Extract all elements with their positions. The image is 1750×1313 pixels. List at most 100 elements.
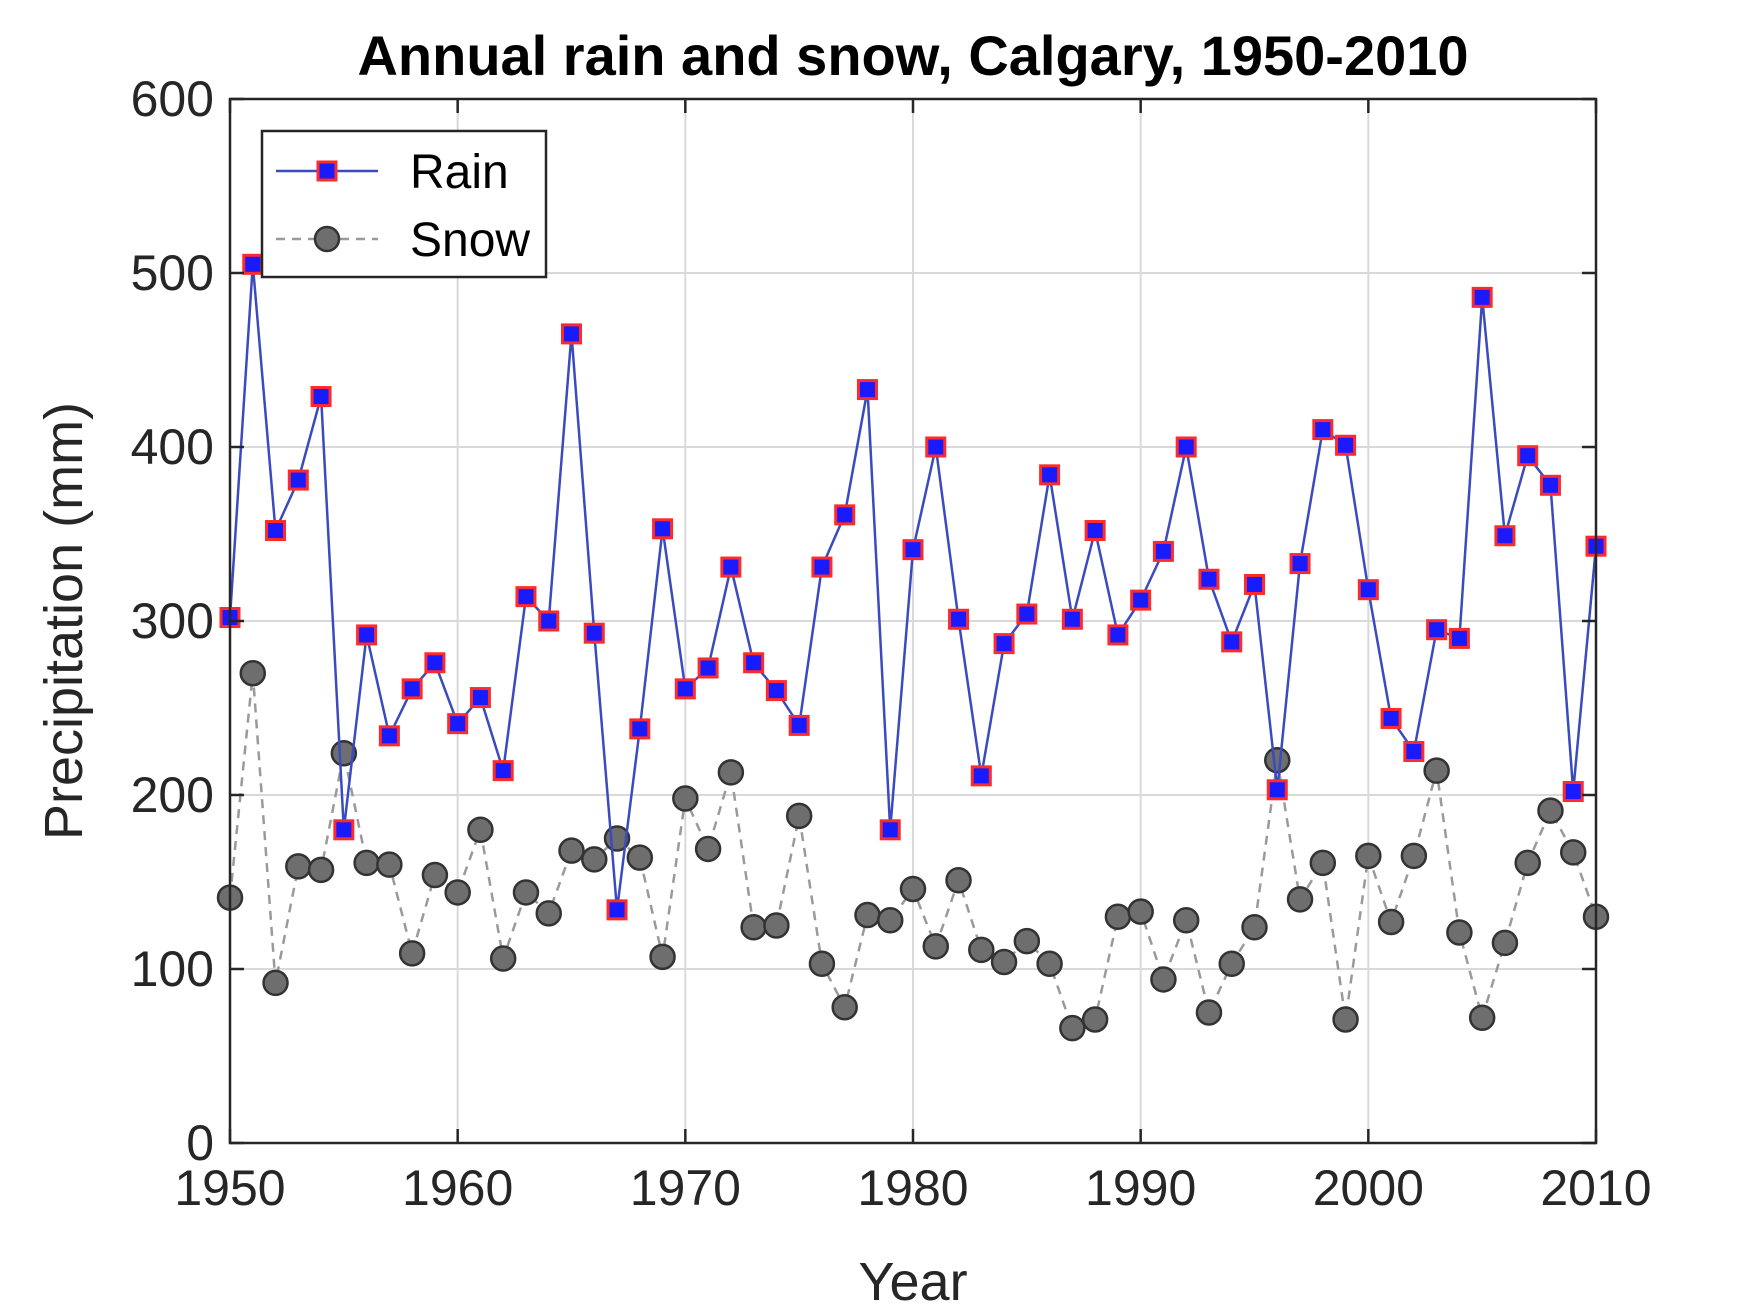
y-tick-label: 300 xyxy=(131,593,214,649)
data-point-rain xyxy=(1403,741,1425,762)
data-point-rain xyxy=(788,714,810,736)
data-point-rain xyxy=(1471,286,1493,308)
data-point-snow xyxy=(1332,1006,1359,1033)
y-axis-label: Precipitation (mm) xyxy=(34,402,94,840)
data-point-rain xyxy=(1426,619,1448,641)
data-point-rain xyxy=(834,504,856,526)
legend-marker-snow xyxy=(313,225,341,253)
data-point-snow xyxy=(1537,797,1564,824)
data-point-rain xyxy=(1335,434,1357,456)
data-point-snow xyxy=(1286,886,1314,913)
data-point-rain xyxy=(765,680,787,702)
data-point-rain xyxy=(856,379,878,401)
data-point-rain xyxy=(993,633,1015,655)
data-point-rain xyxy=(515,586,537,608)
data-point-snow xyxy=(1514,849,1541,877)
x-axis-label: Year xyxy=(858,1252,967,1312)
data-point-snow xyxy=(307,856,335,884)
data-point-snow xyxy=(808,950,836,978)
data-point-rain xyxy=(287,469,309,491)
data-point-rain xyxy=(652,518,674,540)
legend-label-rain: Rain xyxy=(410,146,509,199)
data-point-rain xyxy=(743,652,765,674)
legend-entry-snow: Snow xyxy=(276,214,530,267)
data-point-snow xyxy=(922,933,950,960)
data-point-rain xyxy=(1130,589,1152,611)
series-rain xyxy=(219,253,1607,921)
data-point-rain xyxy=(1448,627,1470,649)
data-point-snow xyxy=(1150,966,1177,993)
data-point-rain xyxy=(1312,419,1334,441)
data-point-snow xyxy=(581,846,608,873)
data-point-rain xyxy=(1494,525,1516,547)
data-point-snow xyxy=(740,913,767,941)
data-point-rain xyxy=(1175,436,1197,458)
legend-marker-rain xyxy=(316,160,338,182)
data-point-rain xyxy=(970,765,992,787)
data-point-snow xyxy=(1446,919,1473,946)
data-point-rain xyxy=(1061,608,1083,630)
data-point-snow xyxy=(1377,908,1405,936)
data-point-rain xyxy=(629,718,651,740)
data-point-rain xyxy=(1198,568,1220,590)
data-point-rain xyxy=(1244,573,1265,595)
data-point-rain xyxy=(1289,553,1311,575)
data-point-rain xyxy=(424,652,446,674)
ticks: 1950 1960 1970 1980 1990 2000 2010 0 100 200 300 40… xyxy=(131,71,1652,1216)
data-point-snow xyxy=(285,853,312,880)
series-layer xyxy=(216,253,1610,1042)
data-point-snow xyxy=(1104,903,1132,931)
y-tick-label: 100 xyxy=(131,941,214,997)
y-tick-label: 400 xyxy=(131,419,214,475)
data-point-snow xyxy=(1059,1014,1086,1042)
data-point-snow xyxy=(1127,898,1154,925)
y-tick-label: 500 xyxy=(131,245,214,301)
data-point-snow xyxy=(1241,913,1268,941)
data-point-snow xyxy=(1309,849,1337,877)
data-point-snow xyxy=(421,861,449,889)
legend-label-snow: Snow xyxy=(410,214,530,267)
data-point-snow xyxy=(876,907,904,934)
data-point-snow xyxy=(1218,950,1245,978)
data-point-rain xyxy=(811,556,833,578)
data-point-snow xyxy=(444,879,471,906)
data-point-snow xyxy=(1400,842,1428,870)
data-point-rain xyxy=(674,678,696,700)
data-point-snow xyxy=(854,901,881,929)
data-point-rain xyxy=(948,608,970,630)
data-point-rain xyxy=(561,323,582,345)
x-tick-label: 1990 xyxy=(1085,1160,1196,1216)
data-point-snow xyxy=(1423,757,1450,784)
data-point-snow xyxy=(1036,950,1063,978)
data-point-snow xyxy=(1081,1006,1109,1033)
data-point-snow xyxy=(489,945,517,972)
data-point-snow xyxy=(1559,839,1587,866)
legend: Rain Snow xyxy=(260,129,548,279)
data-point-rain xyxy=(1517,445,1539,467)
data-point-rain xyxy=(902,539,924,561)
data-point-rain xyxy=(1380,707,1402,729)
data-point-snow xyxy=(945,867,972,894)
y-tick-label: 0 xyxy=(186,1115,214,1171)
x-tick-label: 2000 xyxy=(1313,1160,1424,1216)
data-point-rain xyxy=(1039,464,1061,486)
data-point-snow xyxy=(262,969,289,997)
data-point-snow xyxy=(785,802,813,830)
data-point-snow xyxy=(1172,907,1200,934)
data-point-snow xyxy=(990,948,1018,976)
data-point-rain xyxy=(1539,474,1561,496)
y-tick-label: 200 xyxy=(131,767,214,823)
data-point-snow xyxy=(899,875,927,903)
x-tick-label: 1950 xyxy=(174,1160,285,1216)
data-point-rain xyxy=(401,678,423,700)
data-point-snow xyxy=(467,816,494,844)
x-tick-label: 1960 xyxy=(402,1160,513,1216)
x-tick-label: 2010 xyxy=(1540,1160,1651,1216)
data-point-rain xyxy=(606,899,628,921)
data-point-rain xyxy=(583,622,605,644)
data-point-rain xyxy=(1266,779,1288,801)
y-tick-label: 600 xyxy=(131,71,214,127)
data-point-snow xyxy=(649,943,676,971)
data-point-snow xyxy=(535,900,562,927)
